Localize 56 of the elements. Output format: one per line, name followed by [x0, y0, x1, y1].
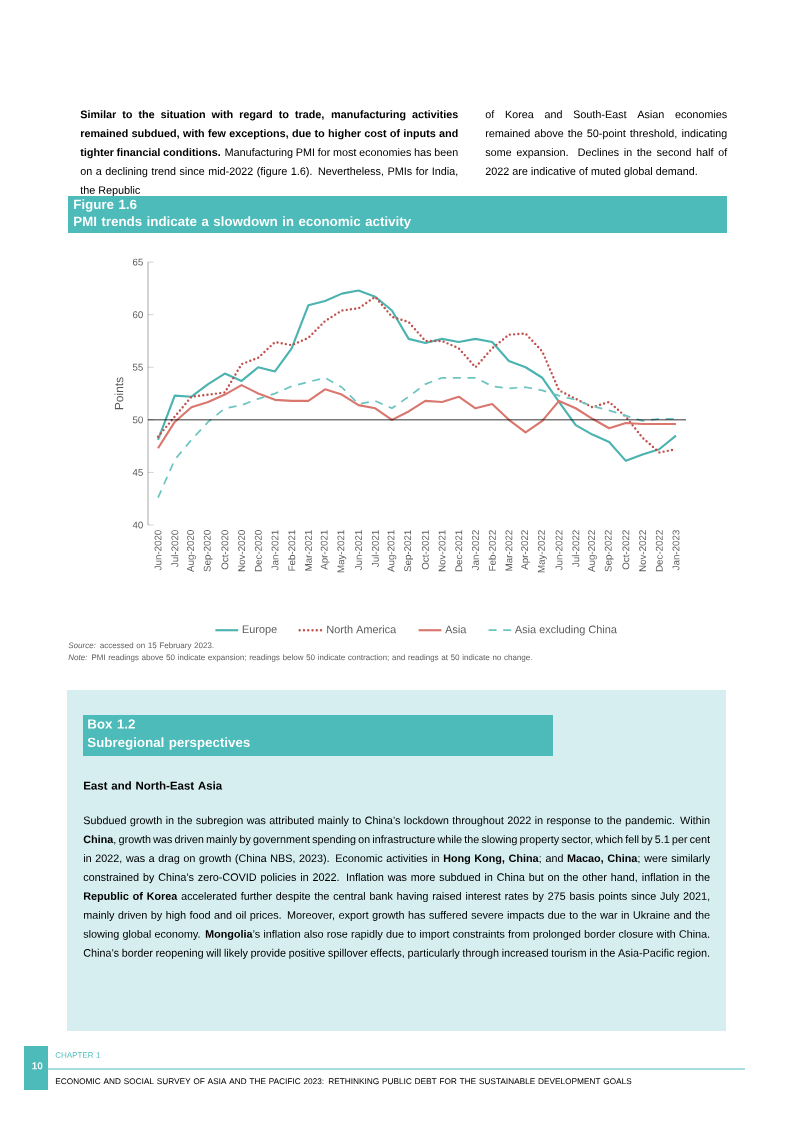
x-tick-label: Jun-2021 [355, 530, 362, 571]
text: ECONOMIC AND SOCIAL SURVEY OF ASIA AND THE PACIFIC 2023: RETHINKING PUBLIC DEBT FOR THE SUSTAINABLE DEVELOPMENT GOALS [55, 1078, 632, 1085]
x-tick-label: May-2022 [537, 530, 547, 573]
x-tick-label: Dec-2020 [254, 530, 262, 572]
legend-label: North America [327, 625, 397, 634]
x-tick-label: Nov-2022 [639, 530, 646, 572]
y-tick-label: 50 [132, 416, 143, 424]
x-tick-label: Jan-2023 [672, 530, 680, 571]
x-tick-label: Jun-2020 [154, 530, 162, 571]
x-tick-label: Aug-2021 [387, 530, 397, 572]
chart-title: Figure 1.6 [74, 199, 137, 212]
x-tick-label: Nov-2020 [238, 530, 246, 572]
x-tick-label: Jul-2022 [572, 530, 580, 567]
legend-label: Europe [242, 625, 277, 636]
x-tick-label: Apr-2022 [521, 530, 530, 570]
legend-label: Asia [445, 625, 467, 634]
y-axis-title: Points [114, 377, 124, 410]
x-tick-label: Jul-2020 [171, 530, 179, 567]
text: 10 [32, 1062, 43, 1070]
x-tick-label: Aug-2020 [187, 530, 196, 572]
x-tick-label: Jul-2021 [371, 530, 379, 567]
x-tick-label: Apr-2021 [320, 530, 330, 570]
y-tick-label: 60 [132, 311, 143, 319]
x-tick-label: Dec-2021 [455, 530, 463, 572]
x-tick-label: Sep-2020 [203, 530, 213, 572]
text: Note: PMI readings above 50 indicate expansion; readings below 50 indicate contraction; and readings at 50 indicate no change. [68, 654, 532, 662]
y-tick-label: 45 [132, 469, 143, 476]
x-tick-label: Sep-2021 [404, 530, 414, 572]
x-tick-label: Jun-2022 [555, 530, 563, 571]
x-tick-label: Oct-2022 [622, 530, 630, 570]
text: East and North-East Asia [84, 781, 223, 790]
y-tick-label: 55 [132, 363, 143, 371]
x-tick-label: Jan-2022 [472, 530, 479, 571]
x-tick-label: Mar-2022 [505, 530, 513, 571]
x-tick-label: Dec-2022 [655, 530, 663, 572]
text: Box 1.2 [88, 719, 135, 729]
x-tick-label: Feb-2022 [488, 530, 496, 571]
text: of Korea and South-East Asian economies remained above the 50-point threshold, indicating some expansion. Declines in the second half of 2022 are indicative of muted global demand. [485, 110, 728, 178]
text: Source: accessed on 15 February 2023. [68, 642, 214, 650]
x-tick-label: Mar-2021 [304, 530, 312, 571]
text: Subdued growth in the subregion was attributed mainly to China’s lockdown throughout 2022 in response to the pandemic. Within China, growth was driven mainly by government spending on infrastructure while the slowing property sector, which fell by 5.1 per cent in 2022, was a drag on growth (China NBS, 2023). Economic activities in Hong Kong, China; and Macao, China; were similarly constrained by China’s zero-COVID policies in 2022. Inflation was more subdued in China but on the other hand, inflation in the Republic of Korea accelerated further despite the central bank having raised interest rates by 275 basis points since July 2021, mainly driven by high food and oil prices. Moreover, export growth has suffered severe impacts due to the war in Ukraine and the slowing global economy. Mongolia’s inflation also rose rapidly due to import constraints from prolonged border closure with China. China’s border reopening will likely provide positive spillover effects, particularly through increased tourism in the Asia-Pacific region. [83, 816, 711, 959]
x-tick-label: Oct-2021 [421, 530, 429, 570]
chart-subtitle: PMI trends indicate a slowdown in economic activity [74, 216, 412, 229]
text: CHAPTER 1 [55, 1052, 101, 1058]
x-tick-label: Oct-2020 [221, 530, 229, 570]
x-tick-label: Sep-2022 [604, 530, 614, 572]
legend-label: Asia excluding China [514, 625, 617, 636]
x-tick-label: Feb-2021 [288, 530, 296, 571]
y-tick-label: 65 [132, 258, 143, 266]
x-tick-label: May-2021 [337, 530, 347, 573]
text: Subregional perspectives [87, 737, 250, 750]
x-tick-label: Aug-2022 [588, 530, 597, 572]
x-tick-label: Jan-2021 [271, 530, 279, 571]
text: Similar to the situation with regard to trade, manufacturing activities remained subdued, with few exceptions, due to higher cost of inputs and tighter financial conditions. Manufacturing PMI for most economies has been on a declining trend since mid-2022 (figure 1.6). Nevertheless, PMIs for India, the Republic [80, 110, 458, 197]
x-tick-label: Nov-2021 [438, 530, 446, 572]
y-tick-label: 40 [132, 521, 143, 529]
